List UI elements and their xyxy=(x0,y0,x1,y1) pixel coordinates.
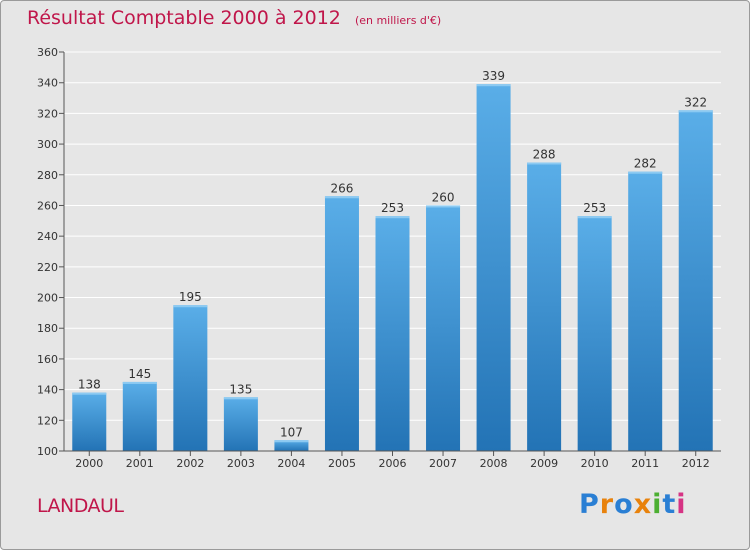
x-axis: 2000 2001 2002 2003 2004 2005 2006 2007 2008 2009… xyxy=(64,450,721,470)
data-label: 339 xyxy=(482,69,505,83)
bar-highlight xyxy=(324,196,359,199)
bar xyxy=(375,216,410,451)
bar xyxy=(122,381,157,451)
logo-letter: t xyxy=(662,489,677,520)
data-label: 145 xyxy=(128,367,151,381)
bar-highlight xyxy=(122,381,157,384)
x-tick-label: 2007 xyxy=(429,457,457,470)
bar-highlight xyxy=(223,397,258,400)
bar-highlight xyxy=(476,84,511,87)
chart-title: Résultat Comptable 2000 à 2012 (en milli… xyxy=(27,7,441,29)
x-tick-label: 2006 xyxy=(379,457,407,470)
bar xyxy=(274,440,309,451)
x-tick-label: 2012 xyxy=(682,457,710,470)
bar-highlight xyxy=(678,110,713,113)
data-label: 288 xyxy=(533,147,556,161)
y-tick-label: 360 xyxy=(37,46,58,59)
data-label: 260 xyxy=(432,190,455,204)
bar xyxy=(173,305,208,451)
bar-highlight xyxy=(173,305,208,308)
logo-letter: o xyxy=(614,489,634,520)
chart-title-text: Résultat Comptable 2000 à 2012 xyxy=(27,7,341,29)
bar xyxy=(324,196,359,451)
data-label: 138 xyxy=(78,378,101,392)
bar-highlight xyxy=(527,162,562,165)
data-label: 253 xyxy=(381,201,404,215)
x-tick-label: 2004 xyxy=(277,457,305,470)
bar xyxy=(577,216,612,451)
bar xyxy=(72,392,107,451)
bar xyxy=(628,171,663,451)
bar xyxy=(527,162,562,451)
logo-letter: x xyxy=(633,489,653,520)
y-tick-label: 120 xyxy=(37,414,58,427)
bar-series: 138 145 195 135 107 266 253 260 339 288 253 282 322 xyxy=(72,69,713,452)
data-label: 266 xyxy=(331,181,354,195)
logo-letter: r xyxy=(599,489,615,520)
bar-highlight xyxy=(628,171,663,174)
x-tick-label: 2009 xyxy=(530,457,558,470)
x-tick-label: 2001 xyxy=(126,457,154,470)
y-tick-label: 320 xyxy=(37,107,58,120)
bar-highlight xyxy=(577,216,612,219)
data-label: 195 xyxy=(179,290,202,304)
bar xyxy=(223,397,258,451)
x-tick-label: 2005 xyxy=(328,457,356,470)
x-tick-label: 2011 xyxy=(631,457,659,470)
y-tick-label: 200 xyxy=(37,292,58,305)
chart-subtitle: (en milliers d'€) xyxy=(354,14,442,27)
commune-name: LANDAUL xyxy=(37,495,124,517)
data-label: 282 xyxy=(634,157,657,171)
y-tick-label: 300 xyxy=(37,138,58,151)
data-label: 322 xyxy=(684,95,707,109)
y-tick-label: 280 xyxy=(37,169,58,182)
x-tick-label: 2003 xyxy=(227,457,255,470)
bar xyxy=(678,110,713,452)
data-label: 107 xyxy=(280,425,303,439)
y-tick-label: 260 xyxy=(37,199,58,212)
logo-letter: P xyxy=(579,489,600,520)
bar-highlight xyxy=(72,392,107,395)
x-tick-label: 2008 xyxy=(480,457,508,470)
y-tick-label: 180 xyxy=(37,322,58,335)
y-tick-label: 240 xyxy=(37,230,58,243)
bar xyxy=(476,84,511,451)
data-label: 135 xyxy=(229,382,252,396)
bar-highlight xyxy=(426,205,461,208)
y-tick-label: 340 xyxy=(37,77,58,90)
logo-letter: i xyxy=(652,489,663,520)
bar-highlight xyxy=(274,440,309,443)
logo-letter: i xyxy=(676,489,687,520)
bar-highlight xyxy=(375,216,410,219)
x-tick-label: 2000 xyxy=(75,457,103,470)
y-tick-label: 140 xyxy=(37,384,58,397)
y-tick-label: 100 xyxy=(37,445,58,458)
x-tick-label: 2010 xyxy=(581,457,609,470)
x-tick-label: 2002 xyxy=(176,457,204,470)
bar xyxy=(426,205,461,451)
y-axis: 100 120 140 160 180 200 220 240 260 280 300 320 340 3… xyxy=(37,46,65,458)
y-tick-label: 160 xyxy=(37,353,58,366)
data-label: 253 xyxy=(583,201,606,215)
proxiti-logo[interactable]: Proxiti xyxy=(579,489,687,520)
y-tick-label: 220 xyxy=(37,261,58,274)
